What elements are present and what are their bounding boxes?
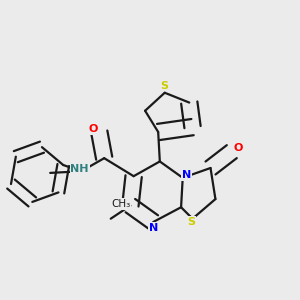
Text: S: S <box>161 80 169 91</box>
Text: O: O <box>88 124 98 134</box>
Text: N: N <box>148 223 158 233</box>
Text: CH₃: CH₃ <box>112 199 131 209</box>
Text: O: O <box>234 143 243 153</box>
Text: N: N <box>182 170 191 180</box>
Text: S: S <box>187 217 195 227</box>
Text: NH: NH <box>70 164 89 174</box>
